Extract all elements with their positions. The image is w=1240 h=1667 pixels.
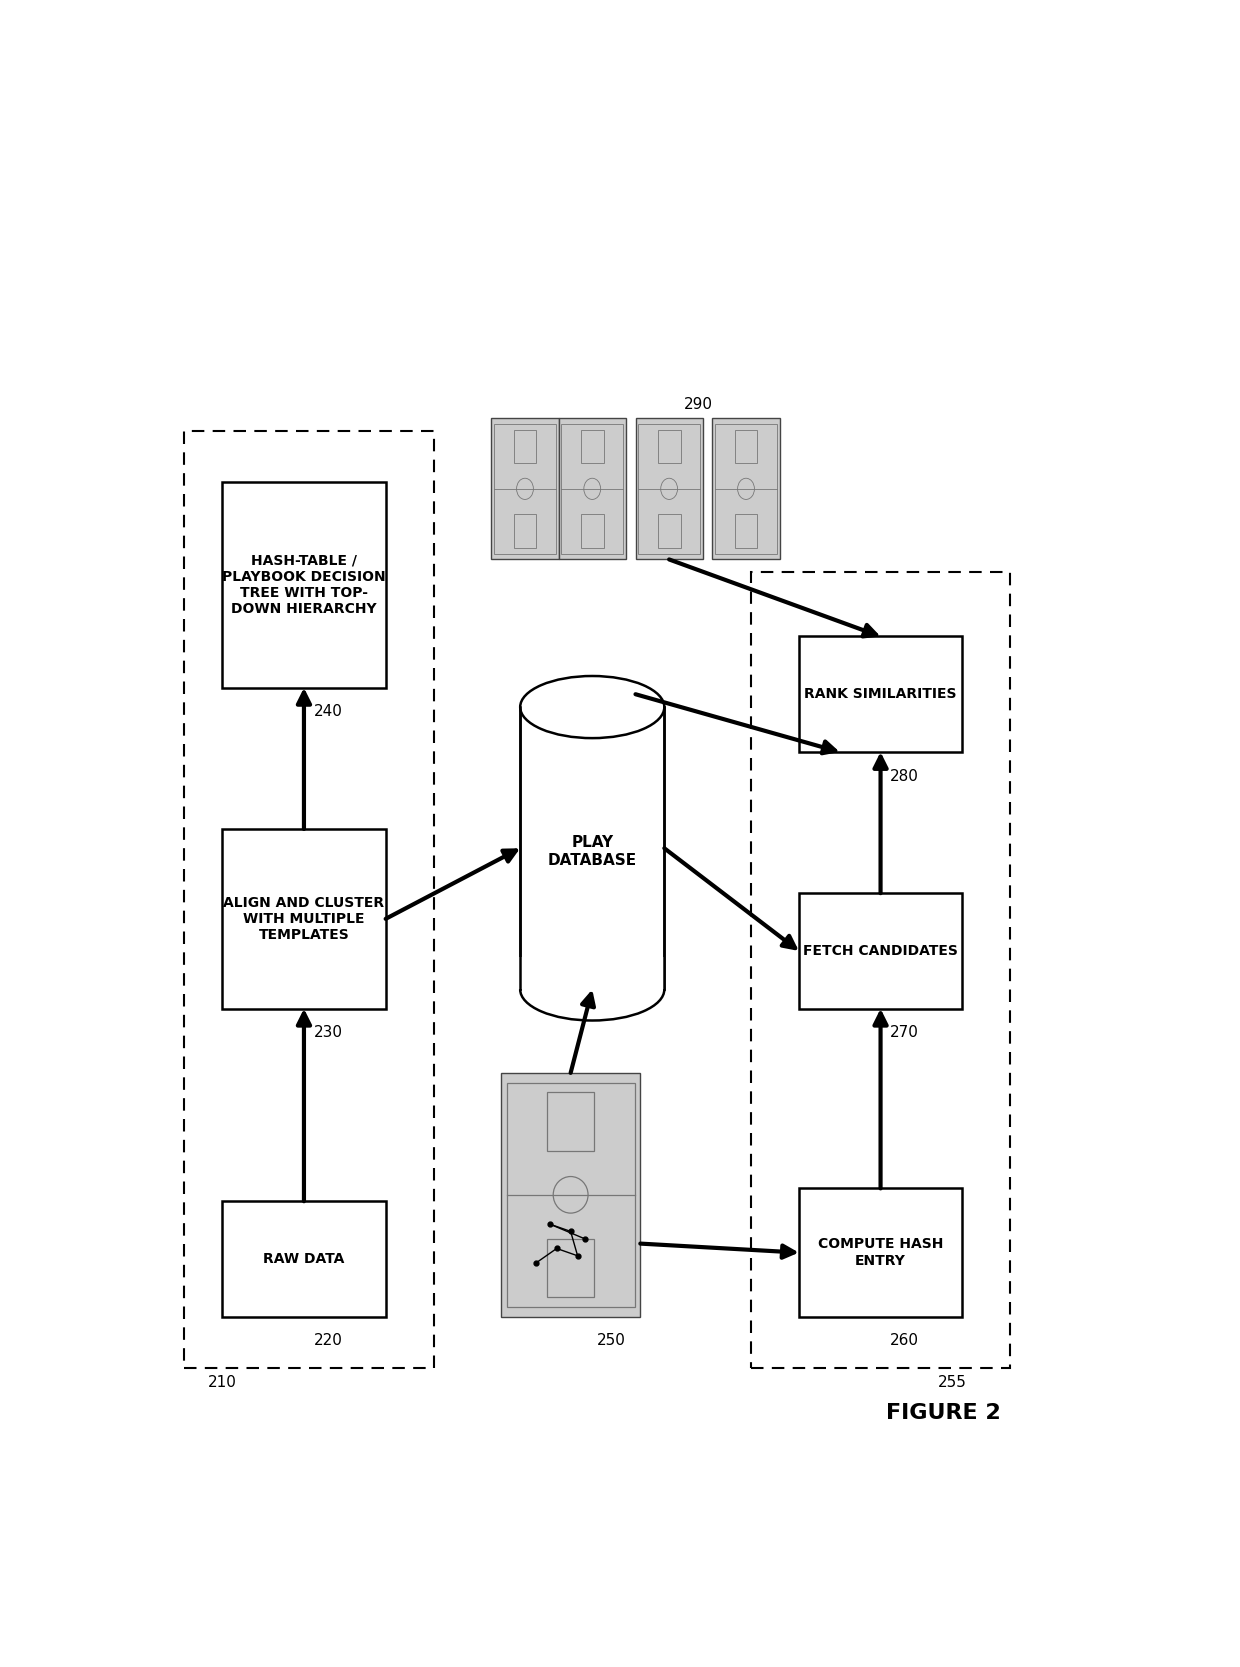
Bar xyxy=(580,513,604,548)
Text: RAW DATA: RAW DATA xyxy=(263,1252,345,1265)
Text: 210: 210 xyxy=(208,1375,237,1390)
Bar xyxy=(734,513,758,548)
Bar xyxy=(506,1082,635,1307)
Bar xyxy=(513,513,537,548)
Text: 240: 240 xyxy=(314,705,342,720)
Bar xyxy=(547,1092,594,1150)
Bar xyxy=(491,418,558,560)
Bar xyxy=(657,430,681,463)
Bar xyxy=(222,1202,386,1317)
Bar xyxy=(222,828,386,1009)
Bar xyxy=(184,432,434,1369)
Text: FETCH CANDIDATES: FETCH CANDIDATES xyxy=(804,944,959,959)
Text: 290: 290 xyxy=(683,397,713,412)
Bar xyxy=(639,423,701,553)
Bar xyxy=(580,430,604,463)
Text: 260: 260 xyxy=(890,1334,919,1349)
Bar xyxy=(501,1074,640,1317)
Text: 250: 250 xyxy=(596,1334,626,1349)
Bar xyxy=(494,423,556,553)
Text: PLAY
DATABASE: PLAY DATABASE xyxy=(548,835,637,867)
Text: 255: 255 xyxy=(939,1375,967,1390)
Bar xyxy=(799,637,962,752)
Bar xyxy=(558,418,626,560)
Text: FIGURE 2: FIGURE 2 xyxy=(885,1404,1001,1424)
Bar xyxy=(513,430,537,463)
Text: RANK SIMILARITIES: RANK SIMILARITIES xyxy=(805,687,957,702)
Text: 220: 220 xyxy=(314,1334,342,1349)
Bar xyxy=(635,418,703,560)
Text: 270: 270 xyxy=(890,1025,919,1040)
Bar xyxy=(222,482,386,688)
Bar xyxy=(562,423,624,553)
Bar xyxy=(734,430,758,463)
Text: 280: 280 xyxy=(890,768,919,783)
Bar xyxy=(751,572,1011,1369)
Text: ALIGN AND CLUSTER
WITH MULTIPLE
TEMPLATES: ALIGN AND CLUSTER WITH MULTIPLE TEMPLATE… xyxy=(223,895,384,942)
Text: COMPUTE HASH
ENTRY: COMPUTE HASH ENTRY xyxy=(818,1237,944,1267)
Bar xyxy=(799,894,962,1009)
Bar xyxy=(799,1189,962,1317)
Ellipse shape xyxy=(521,677,665,738)
Text: HASH-TABLE /
PLAYBOOK DECISION
TREE WITH TOP-
DOWN HIERARCHY: HASH-TABLE / PLAYBOOK DECISION TREE WITH… xyxy=(222,553,386,617)
Text: 230: 230 xyxy=(314,1025,342,1040)
Bar xyxy=(712,418,780,560)
Bar xyxy=(657,513,681,548)
Bar xyxy=(521,707,665,990)
Bar xyxy=(715,423,777,553)
Bar xyxy=(520,957,666,990)
Bar xyxy=(547,1239,594,1297)
